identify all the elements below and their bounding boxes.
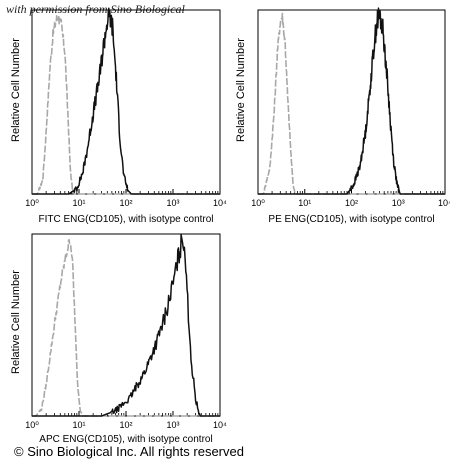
y-axis-label: Relative Cell Number: [10, 38, 22, 142]
sample-curve: [258, 7, 445, 195]
x-tick-label: 10³: [166, 420, 179, 430]
sample-curve: [32, 234, 220, 417]
plot-frame: [257, 9, 446, 195]
copyright-text: © Sino Biological Inc. All rights reserv…: [14, 444, 244, 459]
histogram-panel-3: 10⁰ 10¹ 10² 10³ 10⁴ Relative Cell Number APC E…: [10, 233, 227, 445]
plot-frame: [31, 233, 221, 417]
plot-frame: [31, 9, 221, 195]
x-tick-label: 10⁴: [213, 198, 227, 208]
x-tick-label: 10⁰: [25, 198, 39, 208]
x-axis-label: PE ENG(CD105), with isotype control: [268, 214, 434, 225]
x-tick-label: 10²: [119, 198, 132, 208]
x-tick-label: 10¹: [72, 198, 85, 208]
x-tick-label: 10³: [166, 198, 179, 208]
x-tick-label: 10⁴: [213, 420, 227, 430]
y-axis-label: Relative Cell Number: [10, 270, 22, 374]
sample-curve: [32, 7, 220, 195]
isotype-control-curve: [258, 12, 445, 195]
y-axis-label: Relative Cell Number: [235, 38, 247, 142]
x-tick-label: 10¹: [298, 198, 311, 208]
x-axis-label: FITC ENG(CD105), with isotype control: [38, 214, 213, 225]
x-axis-label: APC ENG(CD105), with isotype control: [39, 434, 212, 445]
x-tick-label: 10⁰: [251, 198, 265, 208]
x-tick-label: 10²: [119, 420, 132, 430]
x-tick-label: 10²: [345, 198, 358, 208]
x-tick-label: 10⁰: [25, 420, 39, 430]
histogram-panel-2: 10⁰ 10¹ 10² 10³ 10⁴ Relative Cell Number PE EN…: [235, 7, 450, 225]
isotype-control-curve: [32, 14, 220, 195]
isotype-control-curve: [32, 238, 220, 417]
x-tick-label: 10³: [392, 198, 405, 208]
histogram-panel-1: 10⁰ 10¹ 10² 10³ 10⁴ Relative Cell Number FITC …: [10, 7, 227, 225]
x-tick-label: 10⁴: [438, 198, 450, 208]
x-tick-label: 10¹: [72, 420, 85, 430]
permission-text: with permission from Sino Biological: [6, 2, 185, 16]
